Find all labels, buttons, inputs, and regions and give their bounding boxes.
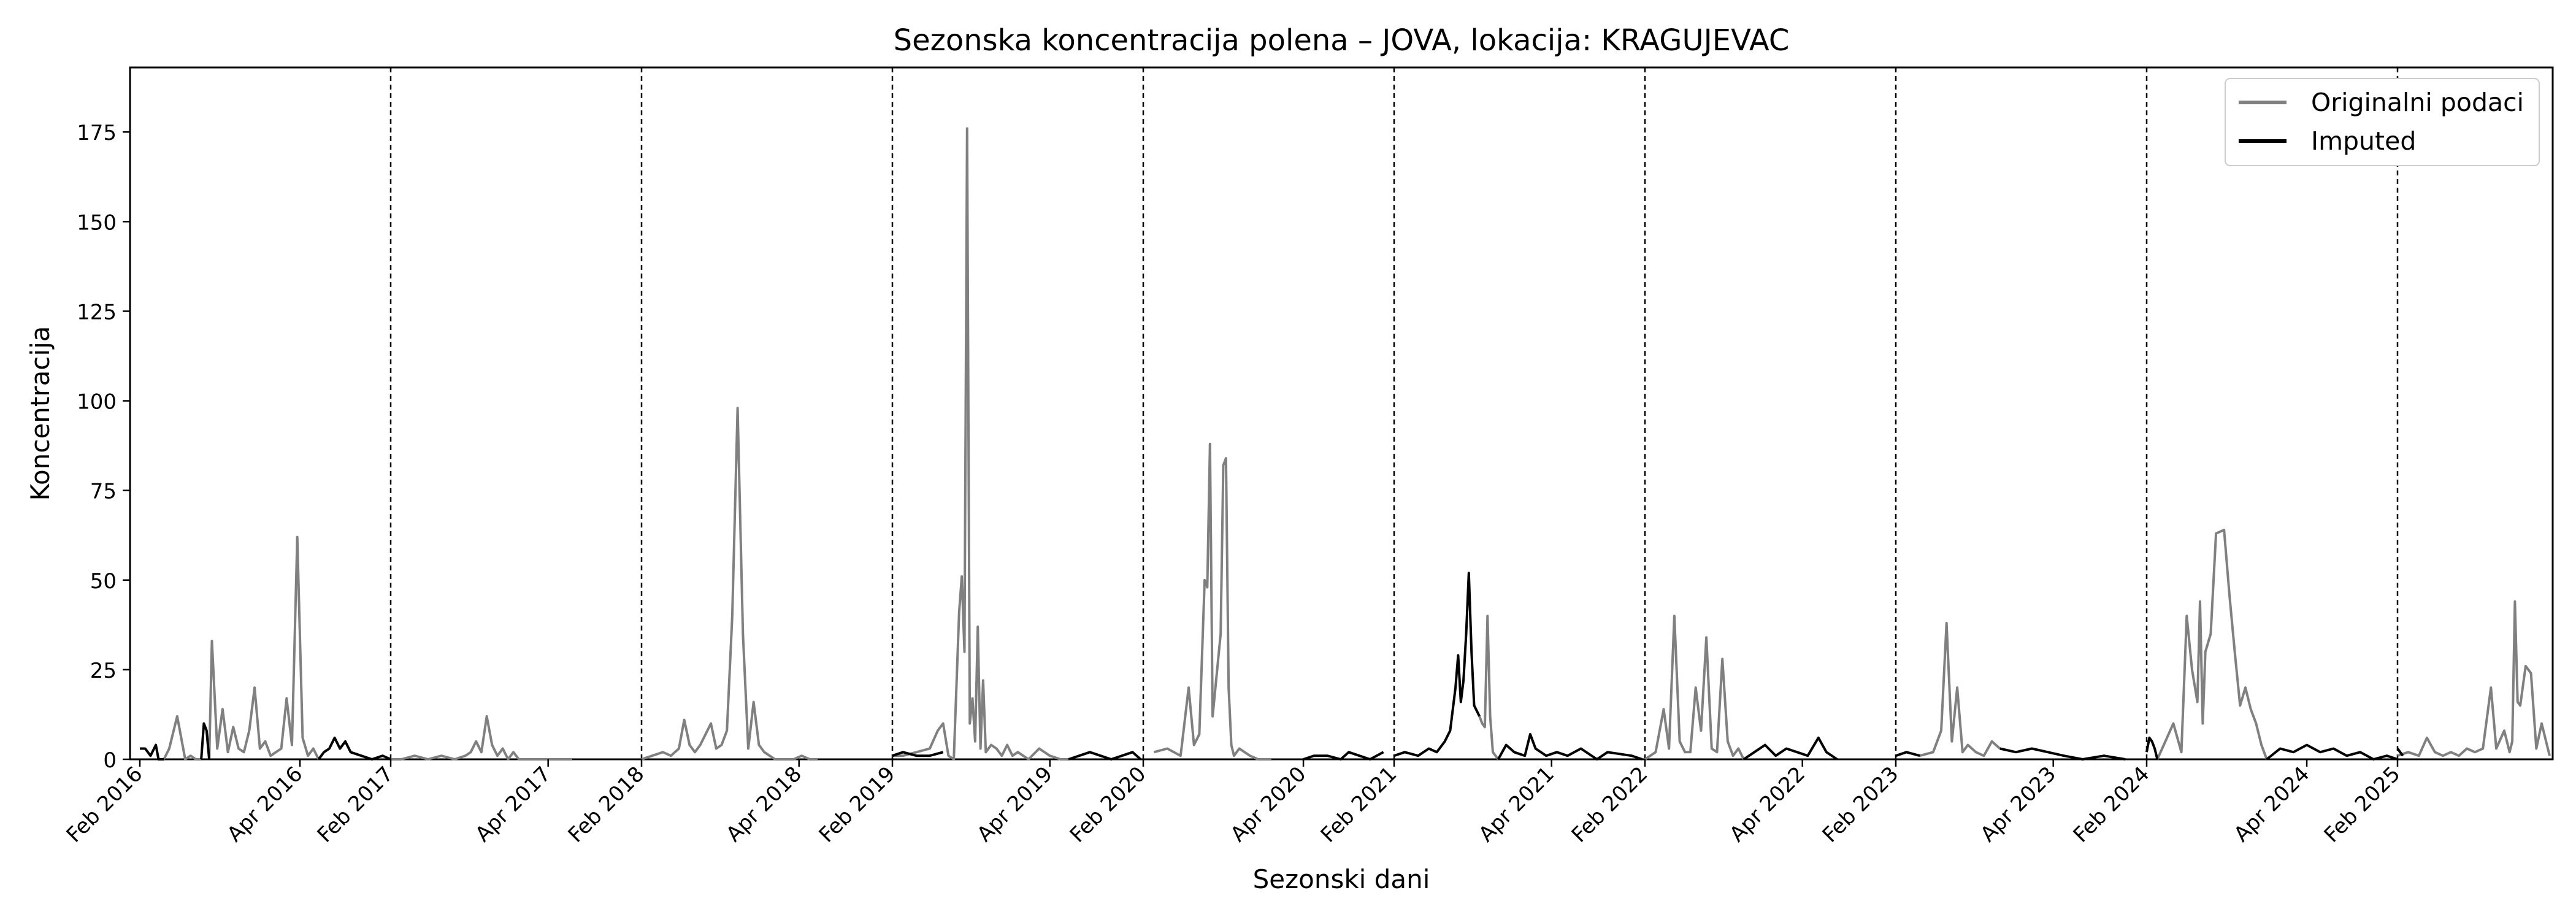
x-tick-label: Feb 2020 [1065,762,1151,848]
y-axis: 0 25 50 75 100 125 150 175 [77,121,130,773]
x-tick-label: Apr 2021 [1474,762,1559,847]
imputed-data-line [892,751,944,757]
x-tick-label: Apr 2017 [470,762,556,847]
legend-box [2225,78,2540,166]
x-tick-label: Feb 2024 [2069,762,2155,848]
imputed-data-line [2266,743,2398,761]
original-data-line [2156,528,2268,760]
x-tick-label: Feb 2016 [62,762,148,848]
series-imputed [140,572,2404,761]
imputed-data-line [1742,736,1838,761]
original-data-line [1153,442,1271,761]
y-tick-label: 125 [77,300,117,324]
x-tick-label: Apr 2024 [2229,762,2315,847]
x-tick-label: Feb 2019 [815,762,900,848]
imputed-data-line [1068,751,1141,761]
imputed-data-line [1895,751,1920,757]
legend-label-originalni-podaci: Originalni podaci [2311,88,2524,117]
original-data-line [391,715,572,761]
x-tick-label: Apr 2019 [972,762,1057,847]
x-tick-label: Feb 2021 [1316,762,1402,848]
imputed-data-line [1999,747,2126,761]
x-tick-label: Feb 2023 [1818,762,1904,848]
y-axis-label: Koncentracija [25,326,55,501]
x-tick-label: Apr 2018 [721,762,807,847]
x-axis-label: Sezonski dani [1253,864,1430,894]
imputed-data-line [140,743,164,761]
x-tick-label: Apr 2016 [223,762,308,847]
y-tick-label: 25 [90,659,117,683]
x-axis: Feb 2016 Apr 2016 Feb 2017 Apr 2017 Feb 2018… [62,759,2405,848]
original-data-line [1478,615,1500,761]
imputed-data-line [2145,736,2159,760]
original-data-line [163,715,202,761]
original-data-line [208,535,320,760]
x-tick-label: Apr 2022 [1725,762,1810,847]
chart-title: Sezonska koncentracija polena – JOVA, lo… [894,23,1790,58]
x-tick-label: Apr 2020 [1226,762,1311,847]
original-data-line [2397,600,2551,757]
original-data-line [1644,615,1745,761]
imputed-data-line [2396,748,2404,757]
y-tick-label: 100 [77,390,117,415]
imputed-data-line [1393,572,1481,757]
imputed-data-line [1303,751,1384,761]
original-data-line [1919,621,2001,757]
series-originalni-podaci [163,127,2551,761]
legend: Originalni podaci Imputed [2225,78,2540,166]
y-tick-label: 150 [77,210,117,235]
imputed-data-line [317,736,391,761]
x-tick-label: Feb 2025 [2320,762,2405,848]
x-tick-label: Feb 2022 [1567,762,1653,848]
y-tick-label: 0 [103,748,117,773]
x-tick-label: Feb 2017 [313,762,399,848]
plot-area-frame [129,66,2554,761]
imputed-data-line [200,722,211,760]
season-separators [389,67,2399,759]
x-tick-label: Apr 2023 [1976,762,2061,847]
original-data-line [641,407,818,761]
y-tick-label: 175 [77,121,117,145]
original-data-line [892,127,1069,761]
imputed-data-line [1497,733,1643,761]
y-tick-label: 50 [90,569,117,594]
legend-label-imputed: Imputed [2311,126,2416,156]
y-tick-label: 75 [90,480,117,504]
x-tick-label: Feb 2018 [564,762,650,848]
